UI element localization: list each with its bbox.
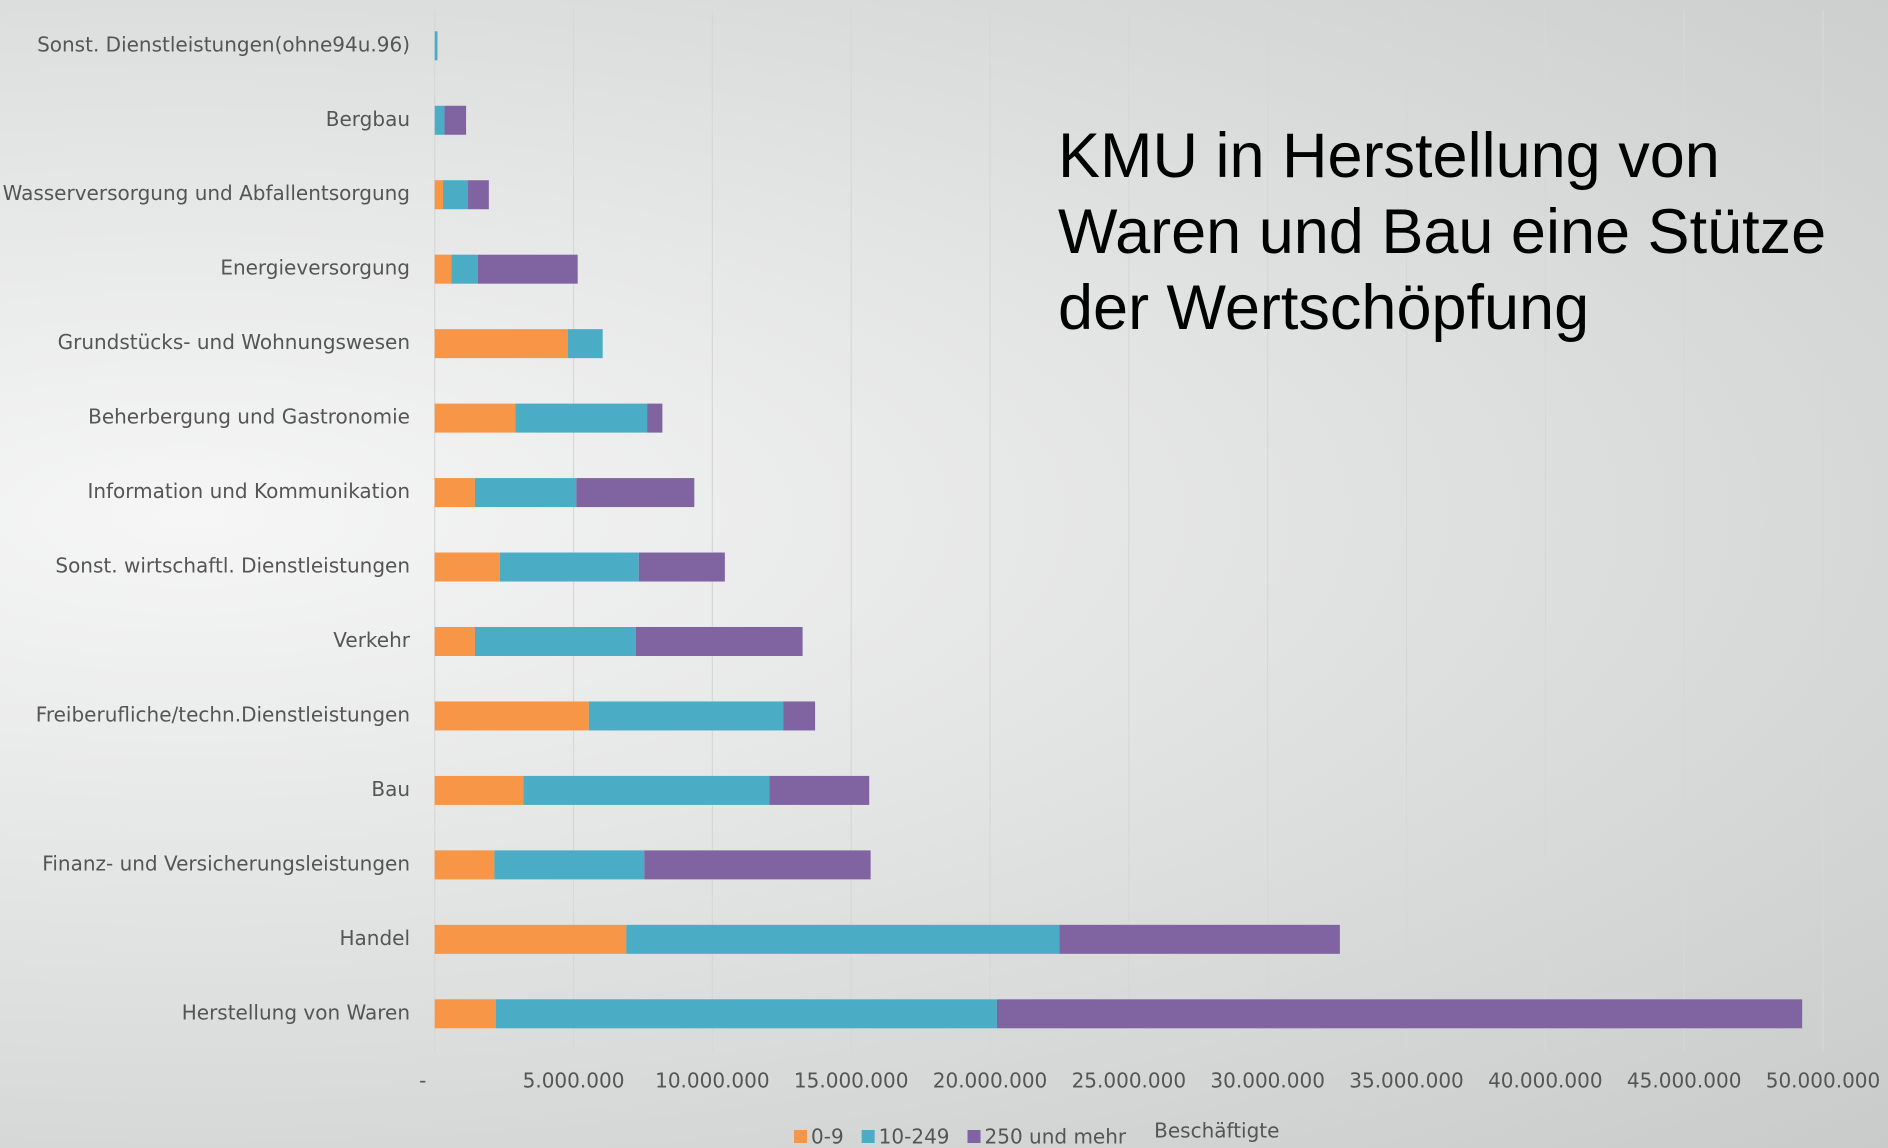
y-tick-label: Bergbau: [326, 107, 410, 131]
y-tick-label: Bau: [371, 777, 410, 801]
x-axis-title: Beschäftigte: [1154, 1119, 1279, 1143]
bar-segment: [434, 403, 516, 433]
y-tick-label: Sonst. Dienstleistungen(ohne94u.96): [37, 32, 410, 56]
bar-segment: [499, 552, 639, 582]
bar-segment: [434, 626, 475, 656]
bar-segment: [769, 775, 870, 805]
bar-segment: [523, 775, 770, 805]
legend-label: 250 und mehr: [985, 1125, 1127, 1148]
y-tick-label: Sonst. wirtschaftl. Dienstleistungen: [55, 554, 410, 578]
y-tick-label: Freiberufliche/techn.Dienstleistungen: [36, 702, 410, 726]
bar-segment: [1059, 924, 1340, 954]
legend-label: 10-249: [879, 1125, 950, 1148]
x-tick-label: 15.000.000: [794, 1069, 909, 1093]
bar-segment: [434, 105, 445, 135]
y-tick-label: Handel: [339, 926, 410, 950]
bar-segment: [567, 329, 603, 359]
bar-segment: [647, 403, 663, 433]
legend-label: 0-9: [811, 1125, 844, 1148]
bar-segment: [783, 701, 816, 731]
legend-swatch: [861, 1130, 875, 1143]
x-tick-label: 10.000.000: [655, 1069, 770, 1093]
bar-segment: [434, 31, 438, 61]
y-tick-label: Finanz- und Versicherungsleistungen: [42, 851, 410, 875]
y-tick-label: Energieversorgung: [220, 256, 410, 280]
bar-segment: [576, 478, 695, 508]
y-tick-label: Herstellung von Waren: [182, 1000, 410, 1024]
bar-segment: [468, 180, 489, 210]
x-tick-label: 40.000.000: [1488, 1069, 1603, 1093]
x-tick-label: 25.000.000: [1072, 1069, 1187, 1093]
bar-segment: [636, 626, 803, 656]
bar-segment: [477, 254, 578, 284]
bar-segment: [515, 403, 648, 433]
x-tick-label: 20.000.000: [933, 1069, 1048, 1093]
x-tick-label: -: [419, 1069, 426, 1093]
bar-segment: [434, 924, 627, 954]
legend-swatch: [794, 1130, 807, 1143]
bar-segment: [434, 552, 500, 582]
bar-segment: [638, 552, 725, 582]
bar-segment: [588, 701, 784, 731]
legend-swatch: [967, 1130, 981, 1143]
bar-segment: [474, 626, 637, 656]
bar-segment: [434, 254, 452, 284]
bar-segment: [443, 180, 469, 210]
x-tick-label: 45.000.000: [1627, 1069, 1742, 1093]
chart-title: KMU in Herstellung von Waren und Bau ein…: [1058, 121, 1827, 343]
y-tick-label: Wasserversorgung und Abfallentsorgung: [3, 181, 410, 205]
bar-segment: [434, 180, 444, 210]
bar-segment: [434, 329, 568, 359]
x-tick-label: 30.000.000: [1210, 1069, 1325, 1093]
bar-segment: [434, 775, 524, 805]
bar-segment: [434, 478, 475, 508]
y-tick-label: Verkehr: [333, 628, 411, 652]
y-tick-label: Information und Kommunikation: [87, 479, 410, 503]
bar-segment: [644, 850, 871, 880]
x-tick-label: 35.000.000: [1349, 1069, 1464, 1093]
bar-segment: [434, 701, 589, 731]
bar-segment: [494, 850, 645, 880]
x-tick-label: 50.000.000: [1766, 1069, 1881, 1093]
bar-segment: [626, 924, 1060, 954]
bar-segment: [474, 478, 577, 508]
bar-segment: [495, 999, 997, 1029]
bar-segment: [434, 850, 495, 880]
x-tick-label: 5.000.000: [523, 1069, 625, 1093]
y-tick-label: Grundstücks- und Wohnungswesen: [58, 330, 410, 354]
bar-segment: [451, 254, 478, 284]
bar-segment: [434, 999, 496, 1029]
y-tick-label: Beherbergung und Gastronomie: [88, 405, 410, 429]
bar-segment: [444, 105, 467, 135]
bar-segment: [996, 999, 1803, 1029]
